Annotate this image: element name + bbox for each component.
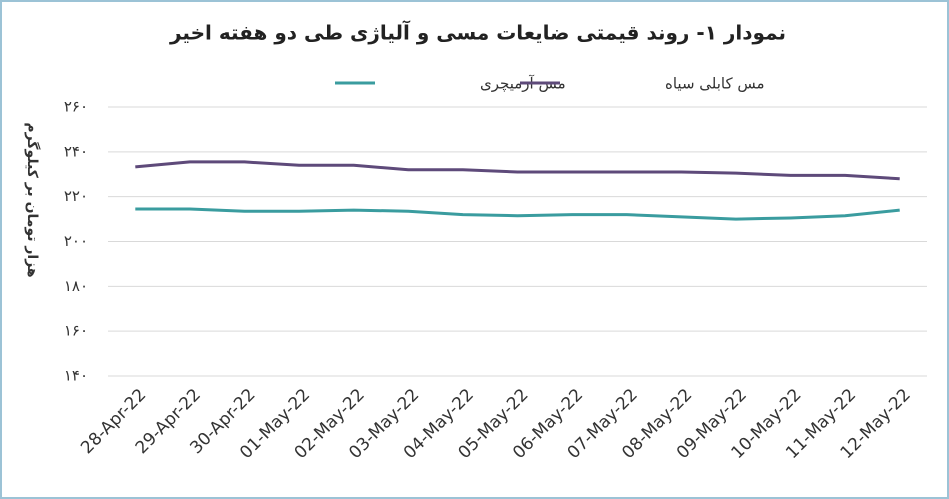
y-tick-label: ۲۶۰ (64, 98, 88, 116)
y-tick-label: ۱۴۰ (64, 367, 88, 385)
y-tick-label: ۱۶۰ (64, 322, 88, 340)
chart-title: نمودار ۱- روند قیمتی ضایعات مسی و آلیاژی… (169, 20, 786, 45)
y-tick-label: ۲۴۰ (64, 142, 88, 160)
y-tick-label: ۲۲۰ (64, 187, 88, 205)
y-tick-label: ۲۰۰ (64, 232, 88, 250)
data-line (135, 160, 900, 181)
y-tick-label: ۱۸۰ (64, 277, 88, 295)
legend-label: مس کابلی سیاه (665, 75, 765, 93)
data-line (135, 207, 900, 221)
y-axis-label: هزار تومان بر کیلوگرم (24, 122, 41, 277)
